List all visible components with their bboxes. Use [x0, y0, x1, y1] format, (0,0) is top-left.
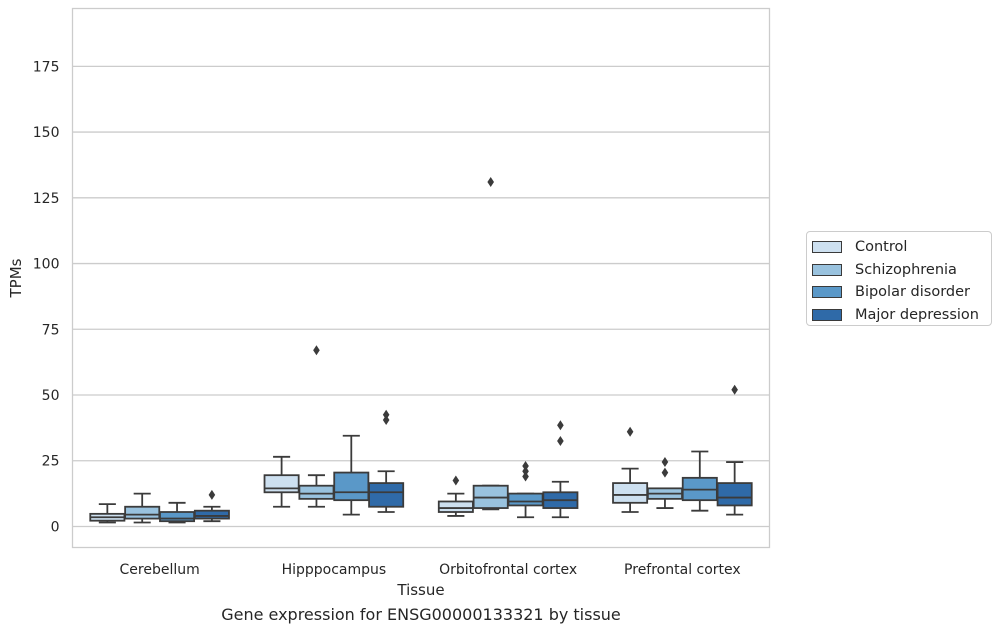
legend-swatch-control — [812, 241, 842, 254]
y-tick-label-100: 100 — [33, 257, 60, 273]
y-tick-label-75: 75 — [42, 322, 60, 338]
plot-area-frame — [71, 7, 771, 549]
outlier-point — [661, 467, 669, 478]
box-iqr — [333, 471, 370, 502]
box-control-hipppocampus — [263, 455, 300, 508]
box-iqr — [612, 482, 649, 504]
y-axis-label: TPMs — [7, 258, 25, 298]
y-tick-label-0: 0 — [51, 519, 60, 535]
box-bipolar-disorder-orbitofrontal-cortex — [507, 460, 544, 519]
box-iqr — [368, 482, 405, 508]
legend-label-major-depression: Major depression — [855, 306, 979, 323]
legend-item-control: Control — [812, 236, 991, 259]
box-schizophrenia-prefrontal-cortex — [646, 457, 683, 509]
y-tick-label-25: 25 — [42, 454, 60, 470]
legend-item-schizophrenia: Schizophrenia — [812, 259, 991, 282]
box-iqr — [124, 505, 161, 520]
chart-caption: Gene expression for ENSG00000133321 by t… — [221, 605, 621, 624]
outlier-point — [557, 420, 564, 431]
legend-swatch-major-depression — [812, 308, 842, 321]
outlier-point — [208, 489, 216, 500]
outlier-point — [522, 471, 529, 482]
outlier-point — [661, 457, 669, 468]
legend: Control Schizophrenia Bipolar disorder M… — [806, 231, 992, 326]
outlier-point — [452, 475, 460, 486]
box-major-depression-hipppocampus — [368, 409, 405, 513]
y-tick-label-125: 125 — [33, 191, 60, 207]
y-tick-label-150: 150 — [33, 125, 60, 141]
box-major-depression-prefrontal-cortex — [716, 384, 753, 516]
x-tick-label-hipppocampus: Hipppocampus — [282, 562, 387, 578]
outlier-point — [522, 466, 529, 477]
legend-swatch-bipolar-disorder — [812, 286, 842, 299]
box-iqr — [263, 474, 300, 494]
box-control-cerebellum — [89, 503, 126, 524]
box-bipolar-disorder-hipppocampus — [333, 434, 370, 516]
box-schizophrenia-hipppocampus — [298, 345, 335, 508]
box-bipolar-disorder-prefrontal-cortex — [681, 450, 718, 512]
box-iqr — [298, 484, 335, 500]
y-tick-label-175: 175 — [33, 59, 60, 75]
box-iqr — [437, 500, 474, 513]
legend-item-bipolar-disorder: Bipolar disorder — [812, 281, 991, 304]
box-major-depression-cerebellum — [193, 489, 230, 523]
outlier-point — [522, 460, 529, 471]
x-tick-label-prefrontal-cortex: Prefrontal cortex — [624, 562, 741, 578]
legend-label-schizophrenia: Schizophrenia — [855, 261, 957, 278]
legend-label-bipolar-disorder: Bipolar disorder — [855, 284, 970, 301]
outlier-point — [487, 177, 494, 188]
series-major-depression — [193, 384, 753, 523]
outlier-point — [731, 384, 738, 395]
outlier-point — [626, 426, 634, 437]
y-tick-label-50: 50 — [42, 388, 60, 404]
legend-swatch-schizophrenia — [812, 263, 842, 276]
box-schizophrenia-cerebellum — [124, 492, 161, 524]
box-schizophrenia-orbitofrontal-cortex — [472, 177, 509, 511]
outlier-point — [382, 409, 390, 420]
box-major-depression-orbitofrontal-cortex — [542, 420, 579, 519]
series-bipolar-disorder — [159, 434, 718, 524]
box-iqr — [507, 492, 544, 507]
x-axis-label: Tissue — [396, 581, 444, 599]
box-iqr — [193, 509, 230, 520]
outlier-point — [382, 414, 390, 425]
x-axis-tick-labels: Cerebellum Hipppocampus Orbitofrontal cort… — [120, 562, 741, 578]
box-bipolar-disorder-cerebellum — [159, 501, 196, 524]
x-tick-label-cerebellum: Cerebellum — [120, 562, 200, 578]
x-tick-label-orbitofrontal-cortex: Orbitofrontal cortex — [439, 562, 577, 578]
gridlines — [72, 65, 770, 528]
box-control-orbitofrontal-cortex — [437, 475, 474, 517]
box-iqr — [716, 482, 753, 507]
series-control — [89, 426, 649, 524]
box-control-prefrontal-cortex — [612, 426, 649, 513]
y-axis-tick-labels: 0 25 50 75 100 125 150 175 — [33, 59, 60, 535]
legend-item-major-depression: Major depression — [812, 304, 991, 327]
outlier-point — [313, 345, 320, 356]
box-iqr — [159, 511, 196, 523]
legend-label-control: Control — [855, 239, 908, 256]
box-plot-series — [89, 177, 753, 524]
series-schizophrenia — [124, 177, 683, 524]
outlier-point — [557, 436, 564, 447]
